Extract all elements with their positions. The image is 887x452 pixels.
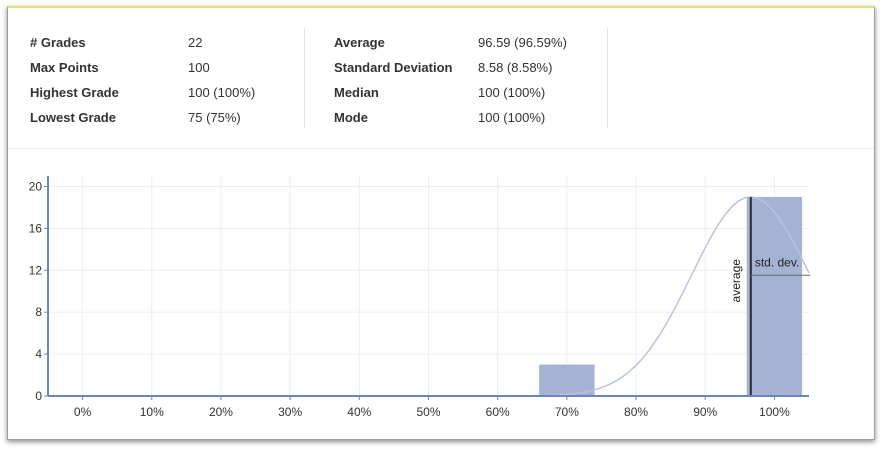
stat-average: Average 96.59 (96.59%): [334, 30, 604, 55]
y-tick-label: 20: [29, 179, 43, 193]
stat-value: 100: [188, 60, 210, 75]
grade-statistics-panel: # Grades 22 Max Points 100 Highest Grade…: [7, 6, 875, 440]
stat-value: 96.59 (96.59%): [478, 35, 567, 50]
y-tick-label: 4: [35, 347, 42, 361]
stat-value: 22: [188, 35, 203, 50]
average-label: average: [729, 259, 743, 303]
stat-value: 100 (100%): [478, 110, 546, 125]
stat-label: Average: [334, 35, 385, 50]
stats-column-left: # Grades 22 Max Points 100 Highest Grade…: [30, 30, 300, 130]
x-tick-label: 30%: [278, 405, 302, 419]
x-tick-label: 60%: [486, 405, 510, 419]
stat-value: 100 (100%): [478, 85, 546, 100]
y-tick-label: 12: [29, 263, 43, 277]
x-tick-label: 0%: [74, 405, 92, 419]
stat-label: Highest Grade: [30, 85, 119, 100]
grade-distribution-chart: average std. dev. 0% 10% 20% 30% 40% 50% 60% 70% 8…: [29, 176, 811, 419]
x-tick-label: 100%: [759, 405, 790, 419]
column-divider: [607, 28, 608, 128]
stat-label: Max Points: [30, 60, 99, 75]
stat-label: Lowest Grade: [30, 110, 116, 125]
stat-label: Median: [334, 85, 379, 100]
stats-summary: # Grades 22 Max Points 100 Highest Grade…: [8, 8, 874, 149]
histogram-bar: [539, 364, 595, 396]
x-tick-label: 80%: [624, 405, 648, 419]
y-tick-label: 8: [35, 305, 42, 319]
stat-label: # Grades: [30, 35, 86, 50]
stat-value: 100 (100%): [188, 85, 256, 100]
stat-standard-deviation: Standard Deviation 8.58 (8.58%): [334, 55, 604, 80]
stat-grades-count: # Grades 22: [30, 30, 300, 55]
histogram-bar: [746, 196, 803, 396]
column-divider: [304, 28, 305, 128]
stat-max-points: Max Points 100: [30, 55, 300, 80]
stats-column-right: Average 96.59 (96.59%) Standard Deviatio…: [334, 30, 604, 130]
x-tick-label: 40%: [347, 405, 371, 419]
stat-median: Median 100 (100%): [334, 80, 604, 105]
stat-label: Mode: [334, 110, 368, 125]
x-tick-label: 50%: [416, 405, 440, 419]
stat-value: 75 (75%): [188, 110, 241, 125]
stat-lowest-grade: Lowest Grade 75 (75%): [30, 105, 300, 130]
stat-mode: Mode 100 (100%): [334, 105, 604, 130]
x-tick-label: 10%: [140, 405, 164, 419]
y-tick-label: 0: [35, 389, 42, 403]
x-tick-label: 90%: [693, 405, 717, 419]
y-tick-label: 16: [29, 221, 43, 235]
stat-label: Standard Deviation: [334, 60, 453, 75]
x-tick-label: 70%: [555, 405, 579, 419]
x-tick-label: 20%: [209, 405, 233, 419]
std-dev-label: std. dev.: [755, 255, 799, 269]
stat-highest-grade: Highest Grade 100 (100%): [30, 80, 300, 105]
stat-value: 8.58 (8.58%): [478, 60, 553, 75]
